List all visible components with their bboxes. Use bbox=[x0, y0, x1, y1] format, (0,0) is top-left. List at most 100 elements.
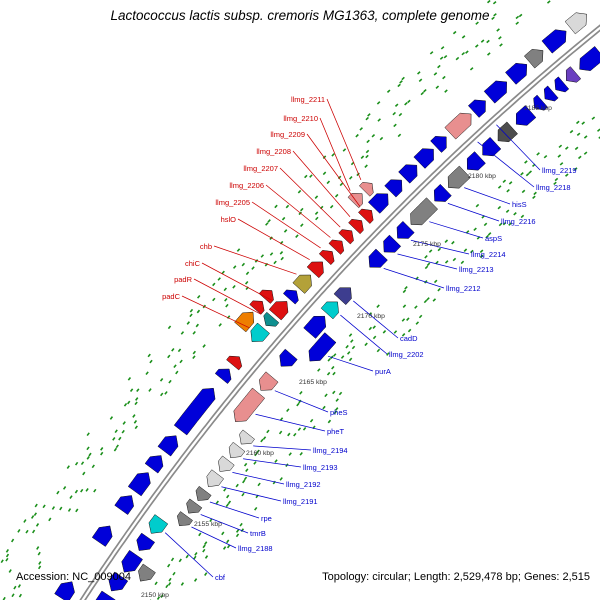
gc-dot-outer bbox=[499, 43, 503, 47]
gc-dot-outer bbox=[285, 204, 290, 209]
leader-line-llmg_2188 bbox=[191, 526, 237, 549]
gc-dot-outer bbox=[280, 256, 284, 261]
gc-dot-inner bbox=[401, 333, 406, 337]
tick-label: 2180 kbp bbox=[468, 173, 496, 180]
gene-arrow bbox=[282, 289, 299, 305]
gene-label-llmg_2188: llmg_2188 bbox=[238, 544, 273, 553]
gc-dot-outer bbox=[429, 51, 434, 55]
gc-dot-inner bbox=[376, 304, 380, 308]
gc-dot-inner bbox=[479, 249, 484, 254]
gene-arrow bbox=[413, 148, 434, 169]
gc-dot-inner bbox=[253, 461, 257, 465]
gc-dot-outer bbox=[440, 46, 445, 50]
gc-dot-inner bbox=[167, 582, 172, 586]
gene-label-cbf: cbf bbox=[215, 573, 226, 582]
gene-label-padC: padC bbox=[162, 292, 181, 301]
leader-line-llmg_2219 bbox=[496, 124, 541, 171]
gc-dot-outer bbox=[334, 193, 339, 198]
gc-dot-inner bbox=[288, 452, 292, 456]
gc-dot-inner bbox=[298, 399, 302, 404]
gc-dot-inner bbox=[576, 132, 581, 137]
gene-arrow-llmg_2206 bbox=[328, 239, 345, 255]
gene-arrow bbox=[258, 289, 274, 304]
gene-label-pheS: pheS bbox=[330, 408, 348, 417]
gc-dot-outer bbox=[437, 64, 441, 69]
gene-label-pheT: pheT bbox=[327, 427, 345, 436]
gc-dot-inner bbox=[260, 438, 264, 443]
gene-arrow bbox=[430, 136, 447, 153]
gc-dot-outer bbox=[132, 414, 136, 418]
gc-dot-inner bbox=[256, 449, 260, 454]
gc-dot-outer bbox=[56, 490, 60, 495]
leader-line-llmg_2218 bbox=[477, 141, 535, 188]
gc-dot-inner bbox=[327, 357, 331, 362]
gene-label-llmg_2205: llmg_2205 bbox=[215, 198, 250, 207]
gc-dot-outer bbox=[300, 223, 304, 227]
gc-dot-outer bbox=[515, 15, 520, 20]
gc-dot-outer bbox=[159, 377, 164, 382]
gc-dot-outer bbox=[167, 325, 172, 330]
gc-dot-inner bbox=[513, 212, 517, 216]
tick-label: 2155 kbp bbox=[194, 521, 222, 528]
gc-dot-outer bbox=[267, 219, 271, 223]
gc-dot-inner bbox=[335, 398, 339, 402]
gc-dot-inner bbox=[287, 432, 291, 437]
gc-dot-inner bbox=[368, 326, 373, 331]
gc-dot-outer bbox=[339, 182, 344, 187]
gc-dot-inner bbox=[278, 430, 283, 435]
gc-dot-inner bbox=[226, 539, 230, 544]
gene-arrow bbox=[279, 348, 298, 367]
gc-dot-outer bbox=[322, 171, 327, 176]
gc-dot-outer bbox=[225, 303, 229, 308]
gene-arrow-llmg_2194 bbox=[239, 429, 255, 445]
gc-dot-inner bbox=[401, 318, 406, 322]
gc-dot-outer bbox=[212, 282, 216, 287]
gc-dot-outer bbox=[74, 461, 79, 466]
gc-dot-outer bbox=[251, 266, 255, 270]
gene-features bbox=[54, 12, 600, 600]
gc-dot-inner bbox=[414, 305, 418, 309]
leader-line-llmg_2202 bbox=[340, 314, 388, 355]
gc-dot-inner bbox=[364, 342, 368, 347]
gc-dot-outer bbox=[5, 557, 9, 562]
gc-dot-outer bbox=[171, 347, 175, 352]
gc-dot-outer bbox=[486, 52, 491, 56]
gc-dot-inner bbox=[520, 172, 524, 176]
gc-dot-inner bbox=[483, 222, 488, 227]
gc-dot-outer bbox=[297, 189, 302, 194]
gene-label-llmg_2213: llmg_2213 bbox=[459, 265, 494, 274]
gc-dot-outer bbox=[133, 420, 138, 424]
gc-dot-outer bbox=[196, 294, 201, 299]
gc-dot-outer bbox=[274, 204, 278, 209]
gc-dot-inner bbox=[346, 351, 351, 355]
gc-dot-inner bbox=[209, 518, 213, 523]
gc-dot-inner bbox=[502, 179, 507, 184]
gc-dot-outer bbox=[245, 271, 250, 276]
gc-dot-outer bbox=[364, 164, 368, 168]
gc-dot-outer bbox=[241, 262, 246, 267]
leader-line-tmrB bbox=[200, 514, 249, 534]
leader-line-llmg_2211 bbox=[326, 98, 362, 181]
gc-dot-outer bbox=[337, 175, 342, 180]
gc-dot-inner bbox=[564, 173, 569, 177]
gc-dot-inner bbox=[415, 321, 420, 325]
gc-dot-outer bbox=[173, 364, 177, 369]
tick-label: 2170 kbp bbox=[357, 313, 385, 320]
gc-dot-outer bbox=[38, 561, 42, 565]
gc-dot-outer bbox=[417, 71, 421, 75]
gc-dot-outer bbox=[18, 593, 22, 598]
gc-dot-outer bbox=[269, 252, 274, 256]
gc-dot-outer bbox=[314, 195, 319, 199]
gc-dot-outer bbox=[442, 75, 446, 80]
gc-dot-inner bbox=[533, 191, 537, 196]
gene-arrow bbox=[565, 66, 582, 83]
gene-arrow-hslO bbox=[306, 261, 324, 279]
leader-line-llmg_2208 bbox=[292, 150, 351, 218]
gc-dot-inner bbox=[193, 578, 198, 582]
gc-dot-inner bbox=[506, 188, 510, 193]
gene-arrow bbox=[579, 46, 600, 71]
gc-dot-inner bbox=[293, 432, 297, 437]
gene-arrow bbox=[144, 455, 164, 474]
label-leader-lines bbox=[164, 98, 541, 578]
gc-dot-outer bbox=[113, 447, 118, 452]
